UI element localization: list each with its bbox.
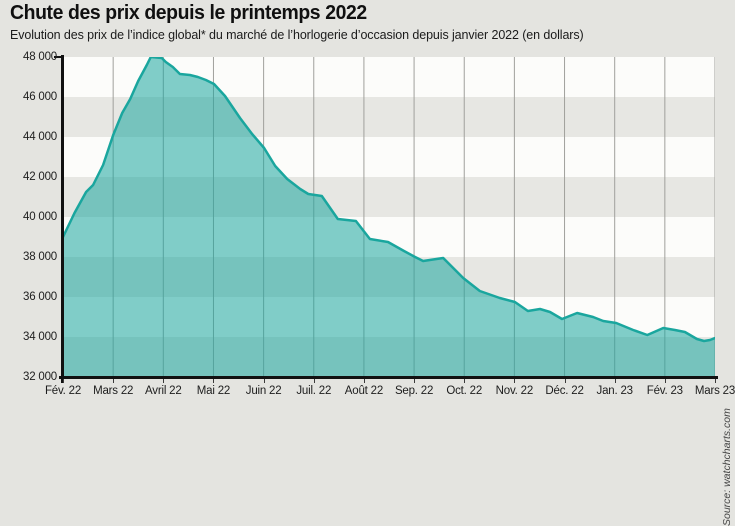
x-axis-tick: [63, 378, 64, 383]
x-axis-label: Oct. 22: [446, 385, 483, 397]
x-axis-tick: [715, 378, 716, 383]
x-axis-tick: [363, 378, 365, 383]
x-axis-label: Août 22: [344, 385, 384, 397]
x-axis-label: Fév. 23: [646, 385, 683, 397]
y-axis-top-tick: [54, 56, 62, 58]
price-line: [63, 57, 715, 343]
source-note: Source: watchcharts.com: [721, 408, 733, 526]
x-axis-tick: [213, 378, 215, 383]
y-axis-label: 38 000: [23, 250, 57, 263]
x-axis-label: Déc. 22: [545, 385, 584, 397]
price-area-fill: [63, 57, 715, 377]
x-axis-tick: [664, 378, 666, 383]
y-axis-label: 34 000: [23, 330, 57, 343]
x-axis-label: Juin 22: [245, 385, 282, 397]
page-title: Chute des prix depuis le printemps 2022: [10, 2, 367, 24]
y-axis-label: 44 000: [23, 130, 57, 143]
x-axis-tick: [614, 378, 616, 383]
x-axis-tick: [163, 378, 165, 383]
x-axis-tick: [464, 378, 466, 383]
x-axis-tick: [514, 378, 516, 383]
x-axis-line: [59, 376, 718, 379]
x-axis-label: Juil. 22: [296, 385, 332, 397]
y-axis-label: 40 000: [23, 210, 57, 223]
x-axis-label: Jan. 23: [596, 385, 634, 397]
price-area-chart: [63, 57, 715, 377]
x-axis-label: Nov. 22: [495, 385, 534, 397]
y-axis-label: 46 000: [23, 90, 57, 103]
y-axis-label: 48 000: [23, 50, 57, 63]
x-axis-label: Mars 22: [93, 385, 134, 397]
y-axis-label: 36 000: [23, 290, 57, 303]
infographic-card: Chute des prix depuis le printemps 2022 …: [10, 2, 735, 526]
y-axis-label: 32 000: [23, 370, 57, 383]
x-axis-tick: [113, 378, 115, 383]
y-axis-line: [61, 55, 64, 383]
chart-canvas: [63, 57, 715, 377]
x-axis-tick: [313, 378, 315, 383]
x-axis-label: Mars 23: [694, 385, 735, 397]
y-axis-label: 42 000: [23, 170, 57, 183]
x-axis-label: Sep. 22: [394, 385, 434, 397]
x-axis-label: Fév. 22: [44, 385, 82, 397]
x-axis-label: Avril 22: [145, 385, 182, 397]
x-axis-tick: [414, 378, 416, 383]
page-subtitle: Evolution des prix de l’indice global* d…: [10, 28, 584, 42]
x-axis-tick: [263, 378, 265, 383]
x-axis-label: Mai 22: [196, 385, 231, 397]
x-axis-tick: [564, 378, 566, 383]
